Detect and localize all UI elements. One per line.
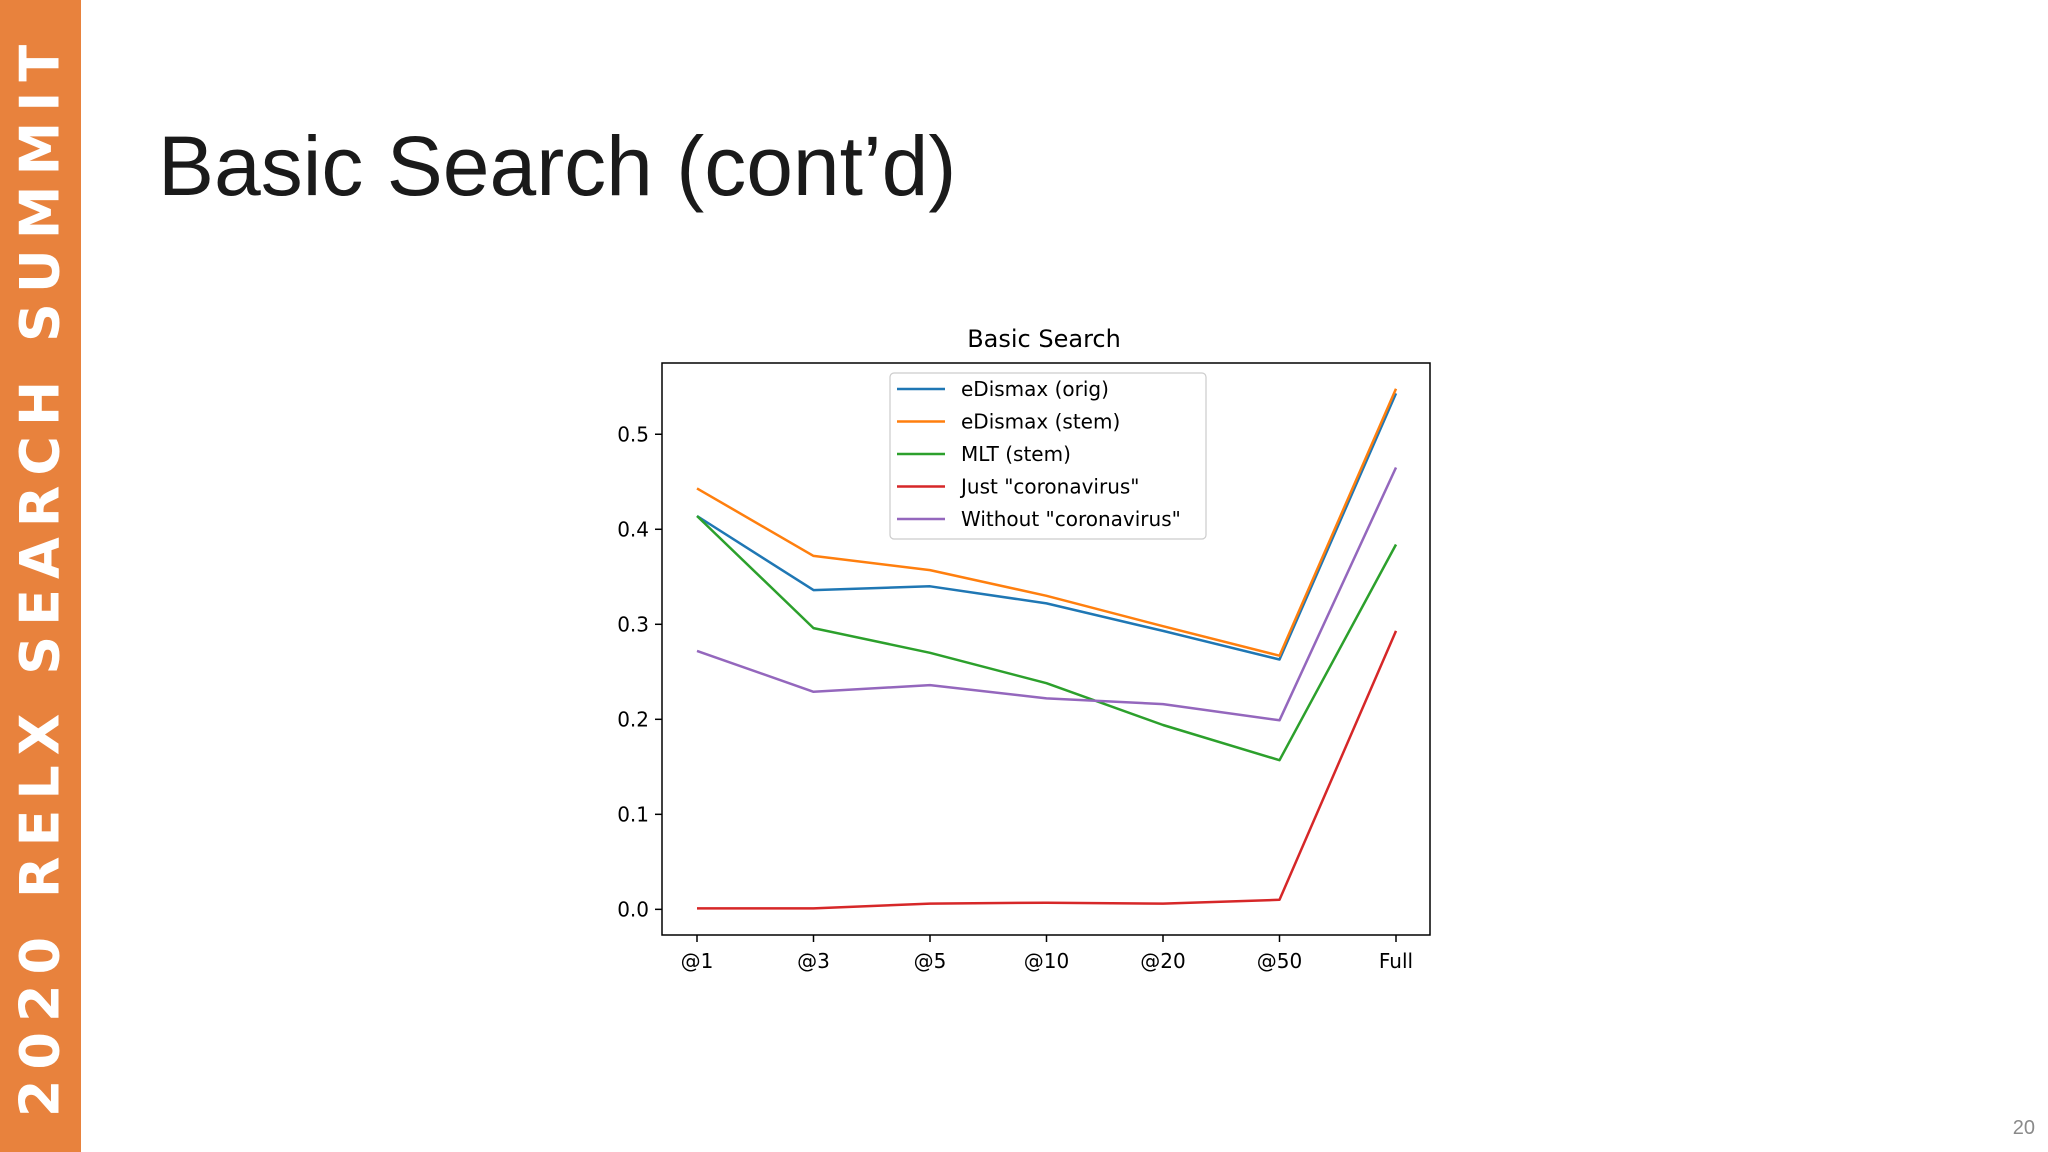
legend-entry: eDismax (stem) xyxy=(961,410,1120,434)
series-line xyxy=(697,630,1398,910)
x-tick-label: @5 xyxy=(914,949,947,973)
series-line xyxy=(696,388,1398,657)
y-tick-label: 0.1 xyxy=(617,802,649,826)
x-tick-label: @50 xyxy=(1257,949,1302,973)
chart-title: Basic Search xyxy=(967,325,1121,353)
page-title: Basic Search (cont’d) xyxy=(158,119,957,213)
x-tick-label: Full xyxy=(1379,949,1413,973)
y-tick-label: 0.0 xyxy=(617,897,649,921)
legend-entry: eDismax (orig) xyxy=(961,377,1109,401)
series-line xyxy=(696,515,1398,762)
sidebar-banner: 2020 RELX SEARCH SUMMIT xyxy=(0,0,81,1152)
y-tick-label: 0.3 xyxy=(617,612,649,636)
x-tick-label: @1 xyxy=(681,949,714,973)
y-tick-label: 0.5 xyxy=(617,422,649,446)
series-line xyxy=(696,466,1398,722)
y-tick-label: 0.2 xyxy=(617,707,649,731)
y-tick-label: 0.4 xyxy=(617,517,649,541)
legend-entry: Just "coronavirus" xyxy=(959,475,1140,499)
legend-entry: MLT (stem) xyxy=(961,442,1071,466)
x-tick-label: @20 xyxy=(1140,949,1185,973)
series-line xyxy=(696,392,1398,661)
page-number: 20 xyxy=(2012,1117,2035,1139)
legend-entry: Without "coronavirus" xyxy=(961,507,1181,531)
legend-box xyxy=(889,372,1207,540)
x-tick-label: @10 xyxy=(1024,949,1069,973)
x-tick-label: @3 xyxy=(797,949,830,973)
